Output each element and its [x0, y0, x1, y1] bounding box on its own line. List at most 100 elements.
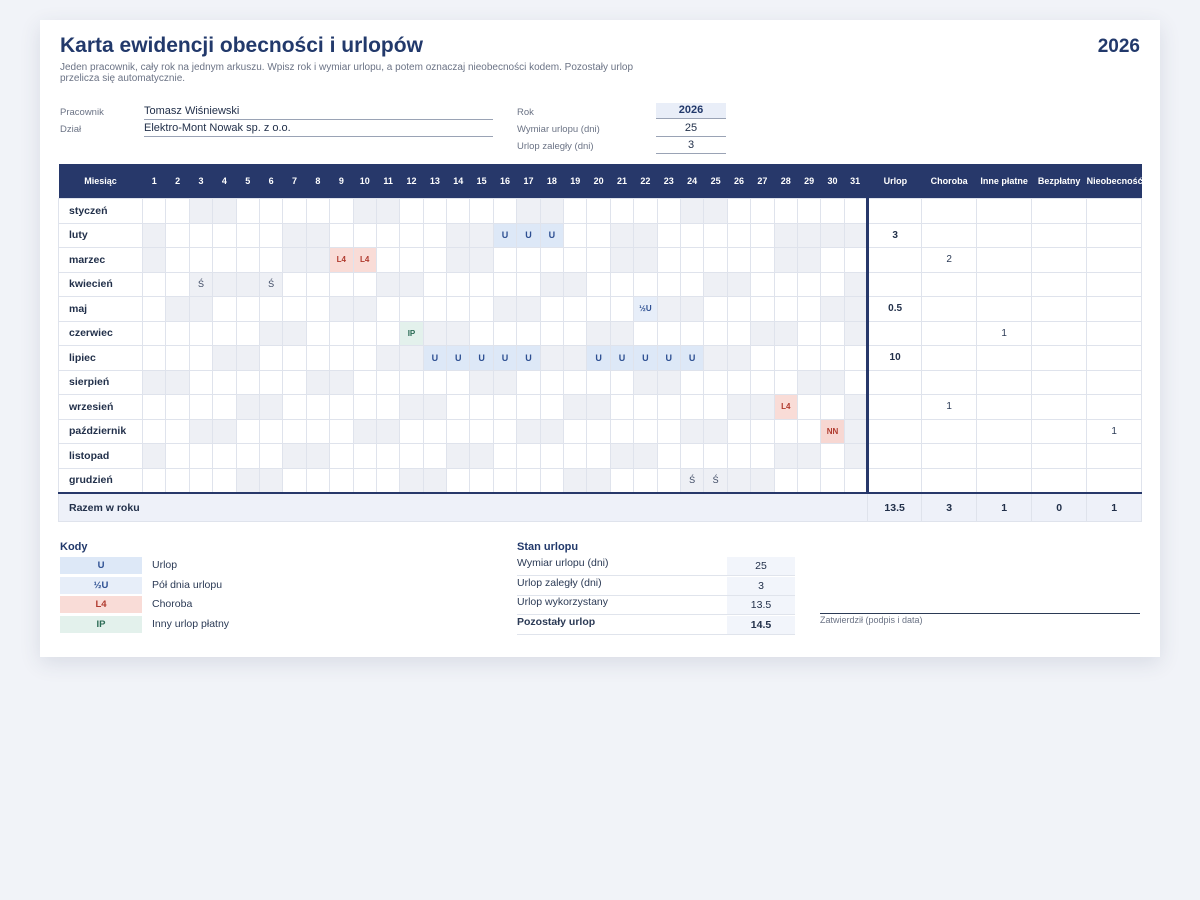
day-cell[interactable] — [796, 320, 822, 346]
day-cell[interactable] — [235, 296, 260, 322]
day-cell[interactable] — [609, 418, 635, 444]
day-cell[interactable] — [212, 443, 237, 469]
day-cell[interactable] — [469, 198, 494, 224]
day-cell[interactable] — [656, 296, 681, 322]
day-cell[interactable] — [329, 198, 354, 224]
day-cell[interactable] — [726, 394, 752, 420]
day-cell[interactable] — [399, 418, 424, 444]
day-cell[interactable] — [446, 296, 471, 322]
day-cell[interactable]: L4 — [329, 247, 354, 273]
day-cell[interactable] — [212, 222, 237, 248]
day-cell[interactable] — [165, 247, 190, 273]
day-cell[interactable] — [750, 271, 775, 297]
day-cell[interactable] — [679, 271, 705, 297]
day-cell[interactable] — [539, 198, 565, 224]
day-cell[interactable] — [796, 198, 822, 224]
day-cell[interactable] — [820, 271, 845, 297]
day-cell[interactable] — [469, 418, 494, 444]
day-cell[interactable] — [492, 198, 518, 224]
day-cell[interactable] — [305, 296, 331, 322]
day-cell[interactable] — [141, 296, 167, 322]
day-cell[interactable] — [165, 418, 190, 444]
day-cell[interactable] — [563, 320, 588, 346]
day-cell[interactable] — [750, 222, 775, 248]
day-cell[interactable]: U — [516, 222, 541, 248]
day-cell[interactable]: ½U — [633, 296, 658, 322]
day-cell[interactable] — [422, 320, 448, 346]
day-cell[interactable] — [609, 467, 635, 494]
day-cell[interactable] — [375, 443, 401, 469]
day-cell[interactable] — [212, 296, 237, 322]
day-cell[interactable] — [773, 467, 798, 494]
day-cell[interactable] — [773, 271, 798, 297]
day-cell[interactable] — [679, 443, 705, 469]
day-cell[interactable] — [726, 369, 752, 395]
day-cell[interactable] — [492, 467, 518, 494]
day-cell[interactable] — [563, 222, 588, 248]
day-cell[interactable] — [141, 222, 167, 248]
day-cell[interactable] — [422, 222, 448, 248]
day-cell[interactable] — [305, 198, 331, 224]
day-cell[interactable] — [235, 443, 260, 469]
day-cell[interactable] — [375, 320, 401, 346]
day-cell[interactable] — [329, 222, 354, 248]
day-cell[interactable] — [258, 296, 284, 322]
day-cell[interactable] — [516, 443, 541, 469]
day-cell[interactable] — [726, 222, 752, 248]
day-cell[interactable] — [212, 369, 237, 395]
day-cell[interactable] — [352, 320, 377, 346]
day-cell[interactable] — [609, 198, 635, 224]
day-cell[interactable] — [703, 394, 728, 420]
day-cell[interactable] — [446, 394, 471, 420]
day-cell[interactable] — [329, 296, 354, 322]
day-cell[interactable] — [656, 247, 681, 273]
day-cell[interactable]: U — [609, 345, 635, 371]
day-cell[interactable] — [235, 418, 260, 444]
day-cell[interactable] — [188, 418, 214, 444]
day-cell[interactable]: Ś — [703, 467, 728, 494]
day-cell[interactable] — [446, 222, 471, 248]
day-cell[interactable] — [492, 369, 518, 395]
day-cell[interactable] — [563, 418, 588, 444]
day-cell[interactable] — [352, 394, 377, 420]
day-cell[interactable] — [188, 296, 214, 322]
day-cell[interactable] — [188, 369, 214, 395]
day-cell[interactable] — [282, 320, 307, 346]
day-cell[interactable] — [586, 320, 611, 346]
day-cell[interactable] — [165, 198, 190, 224]
day-cell[interactable] — [726, 418, 752, 444]
day-cell[interactable] — [820, 443, 845, 469]
day-cell[interactable] — [516, 418, 541, 444]
day-cell[interactable] — [703, 247, 728, 273]
day-cell[interactable] — [305, 394, 331, 420]
day-cell[interactable]: IP — [399, 320, 424, 346]
day-cell[interactable] — [539, 247, 565, 273]
day-cell[interactable] — [375, 271, 401, 297]
day-cell[interactable] — [375, 418, 401, 444]
day-cell[interactable] — [399, 247, 424, 273]
day-cell[interactable] — [188, 320, 214, 346]
day-cell[interactable] — [212, 271, 237, 297]
day-cell[interactable] — [773, 418, 798, 444]
day-cell[interactable]: U — [586, 345, 611, 371]
day-cell[interactable] — [305, 222, 331, 248]
day-cell[interactable] — [141, 394, 167, 420]
day-cell[interactable] — [165, 345, 190, 371]
day-cell[interactable] — [305, 418, 331, 444]
day-cell[interactable] — [563, 443, 588, 469]
day-cell[interactable] — [329, 467, 354, 494]
day-cell[interactable] — [820, 394, 845, 420]
day-cell[interactable] — [352, 222, 377, 248]
day-cell[interactable] — [563, 467, 588, 494]
day-cell[interactable] — [399, 394, 424, 420]
day-cell[interactable] — [516, 296, 541, 322]
day-cell[interactable] — [305, 271, 331, 297]
day-cell[interactable] — [352, 271, 377, 297]
day-cell[interactable] — [282, 369, 307, 395]
day-cell[interactable] — [843, 271, 870, 297]
day-cell[interactable]: U — [679, 345, 705, 371]
day-cell[interactable] — [375, 394, 401, 420]
day-cell[interactable] — [726, 320, 752, 346]
day-cell[interactable] — [820, 467, 845, 494]
day-cell[interactable] — [843, 345, 870, 371]
